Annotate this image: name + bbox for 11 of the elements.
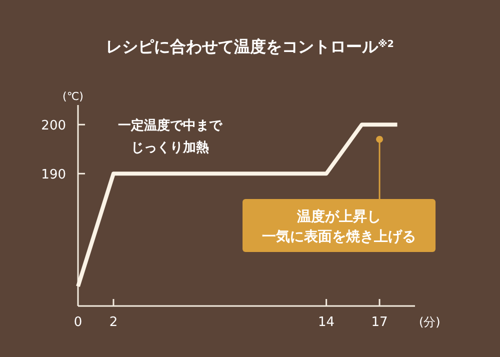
annotation: 一定温度で中までじっくり加熱 xyxy=(118,118,224,156)
x-tick-label: 0 xyxy=(74,315,82,330)
y-tick-label: 200 xyxy=(41,118,66,134)
x-tick-label: 2 xyxy=(109,315,118,330)
y-axis-title: (℃) xyxy=(62,90,84,103)
x-tick-label: 17 xyxy=(371,315,388,330)
x-tick-label: 14 xyxy=(318,315,335,330)
x-axis-title: (分) xyxy=(419,315,440,329)
y-tick-label: 190 xyxy=(41,168,66,183)
chart-title: レシピに合わせて温度をコントロール$^{※2}$ xyxy=(106,37,394,56)
annotation: 温度が上昇し一気に表面を焼き上げる xyxy=(262,208,416,245)
